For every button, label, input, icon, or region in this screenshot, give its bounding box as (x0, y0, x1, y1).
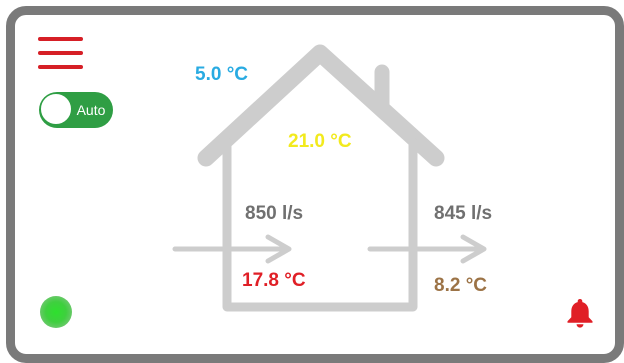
menu-button[interactable] (38, 37, 84, 73)
exhaust-temperature: 8.2 °C (434, 275, 488, 296)
toggle-knob (40, 93, 72, 125)
outdoor-temperature: 5.0 °C (195, 64, 249, 85)
bell-icon (567, 299, 593, 328)
supply-arrow (172, 234, 292, 264)
auto-mode-toggle[interactable]: Auto (39, 92, 113, 128)
indoor-temperature: 21.0 °C (288, 131, 352, 152)
exhaust-arrow (367, 234, 487, 264)
status-light-icon (40, 296, 72, 328)
supply-airflow: 850 l/s (245, 203, 304, 224)
house-roof (197, 44, 445, 167)
supply-temperature: 17.8 °C (242, 270, 306, 291)
alarm-button[interactable] (566, 297, 594, 329)
mode-label: Auto (76, 102, 106, 118)
house-walls (222, 137, 418, 312)
exhaust-airflow: 845 l/s (434, 203, 493, 224)
